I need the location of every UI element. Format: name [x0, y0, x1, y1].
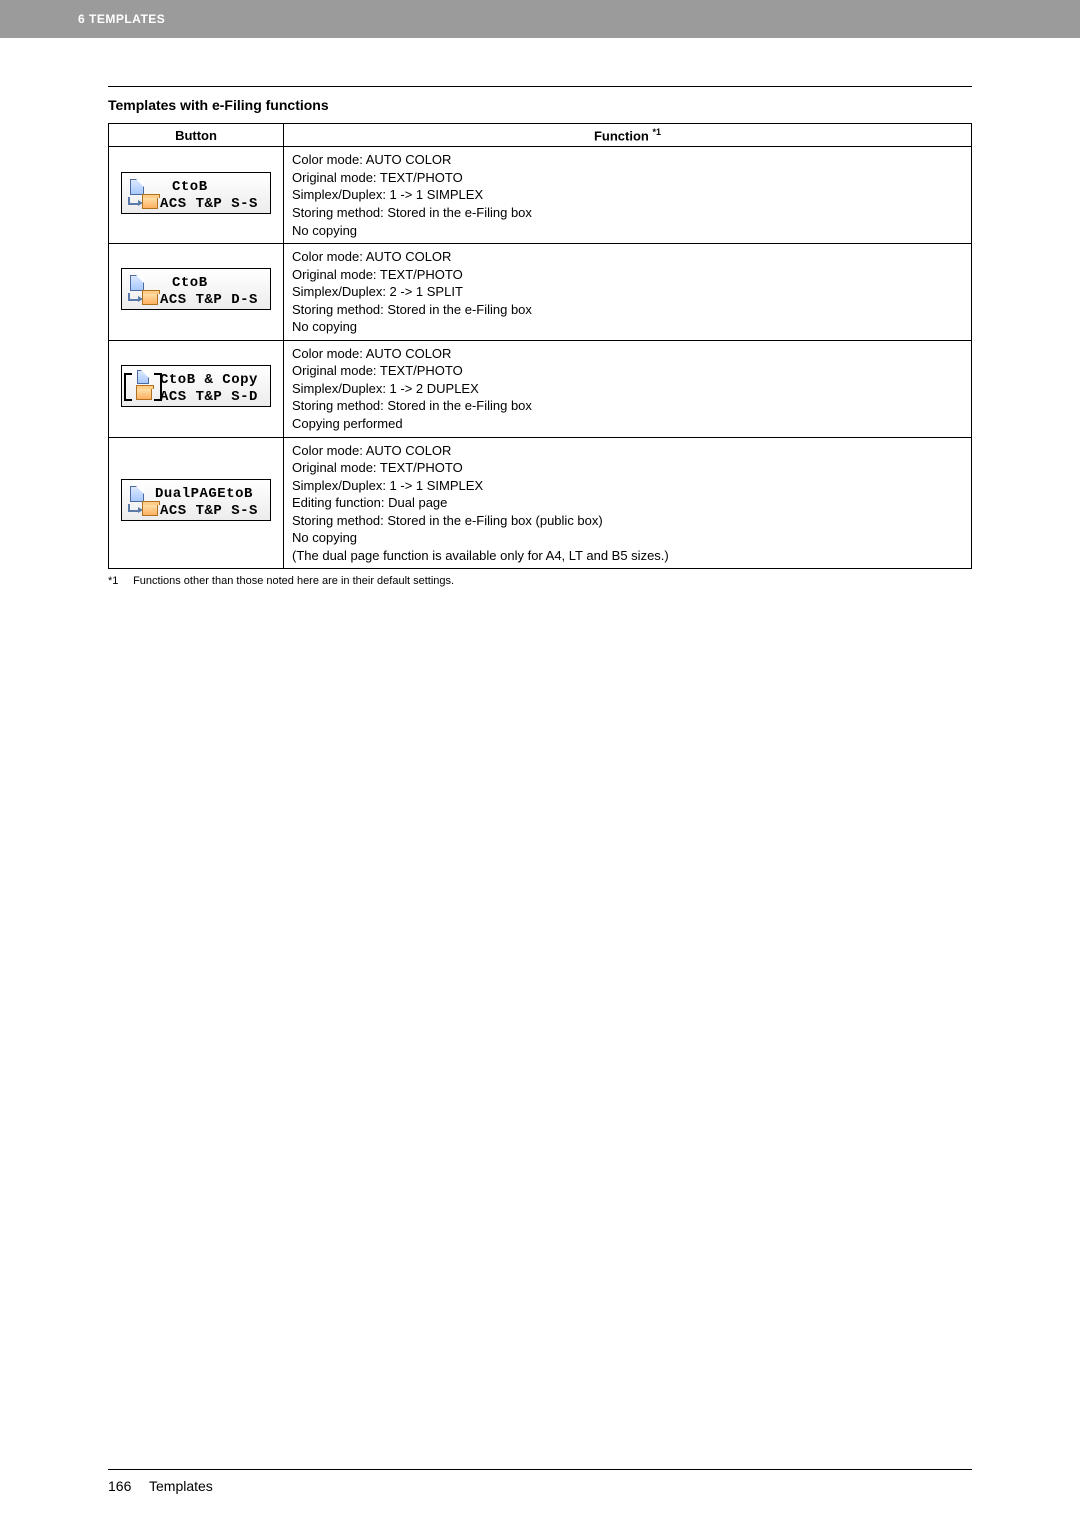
section-title: Templates with e-Filing functions	[108, 97, 972, 113]
template-button-line2: ACS T&P D-S	[160, 293, 258, 307]
template-button-line2: ACS T&P S-S	[160, 504, 258, 518]
footnote-mark: *1	[108, 575, 130, 587]
document-icon	[137, 370, 149, 384]
function-line: Copying performed	[292, 415, 963, 433]
button-cell: CtoB ACS T&P S-S	[109, 147, 284, 244]
table-row: CtoB ACS T&P D-S Color mode: AUTO COLOROri…	[109, 244, 972, 341]
template-button-line2: ACS T&P S-S	[160, 197, 258, 211]
template-icon-group	[126, 177, 156, 211]
function-line: Storing method: Stored in the e-Filing b…	[292, 397, 963, 415]
table-header-row: Button Function *1	[109, 124, 972, 147]
template-icon-group	[126, 484, 156, 518]
table-row: DualPAGEtoB ACS T&P S-S Color mode: AUTO C…	[109, 437, 972, 569]
box-icon	[142, 293, 158, 305]
function-cell: Color mode: AUTO COLOROriginal mode: TEX…	[284, 437, 972, 569]
col-header-function: Function *1	[284, 124, 972, 147]
box-icon	[142, 504, 158, 516]
function-line: Simplex/Duplex: 2 -> 1 SPLIT	[292, 283, 963, 301]
template-icon-group	[126, 370, 156, 404]
footnote: *1 Functions other than those noted here…	[108, 575, 972, 587]
function-line: Editing function: Dual page	[292, 494, 963, 512]
function-line: Original mode: TEXT/PHOTO	[292, 362, 963, 380]
templates-table: Button Function *1 CtoB ACS T&P S-S Color …	[108, 123, 972, 569]
table-row: CtoB & Copy ACS T&P S-D Color mode: AUTO C…	[109, 340, 972, 437]
document-icon	[130, 486, 144, 502]
template-button-line1: CtoB	[172, 180, 208, 194]
document-icon	[130, 275, 144, 291]
arrow-icon	[128, 504, 138, 512]
document-icon	[130, 179, 144, 195]
content-area: Templates with e-Filing functions Button…	[0, 38, 1080, 587]
template-button[interactable]: CtoB ACS T&P S-S	[121, 172, 271, 214]
box-icon	[142, 197, 158, 209]
arrow-icon	[128, 293, 138, 301]
col-header-button: Button	[109, 124, 284, 147]
function-line: No copying	[292, 529, 963, 547]
template-button[interactable]: CtoB & Copy ACS T&P S-D	[121, 365, 271, 407]
page-number: 166	[108, 1478, 131, 1494]
function-line: Original mode: TEXT/PHOTO	[292, 459, 963, 477]
function-line: Original mode: TEXT/PHOTO	[292, 169, 963, 187]
template-icon-group	[126, 273, 156, 307]
chapter-header-text: 6 TEMPLATES	[78, 12, 165, 26]
button-cell: CtoB & Copy ACS T&P S-D	[109, 340, 284, 437]
function-line: Storing method: Stored in the e-Filing b…	[292, 204, 963, 222]
function-line: Simplex/Duplex: 1 -> 1 SIMPLEX	[292, 477, 963, 495]
function-cell: Color mode: AUTO COLOROriginal mode: TEX…	[284, 340, 972, 437]
button-cell: CtoB ACS T&P D-S	[109, 244, 284, 341]
function-line: Simplex/Duplex: 1 -> 2 DUPLEX	[292, 380, 963, 398]
template-button[interactable]: CtoB ACS T&P D-S	[121, 268, 271, 310]
function-line: Storing method: Stored in the e-Filing b…	[292, 512, 963, 530]
footnote-text: Functions other than those noted here ar…	[133, 575, 454, 587]
function-line: Color mode: AUTO COLOR	[292, 248, 963, 266]
chapter-header-band: 6 TEMPLATES	[0, 0, 1080, 38]
function-line: Simplex/Duplex: 1 -> 1 SIMPLEX	[292, 186, 963, 204]
function-line: Color mode: AUTO COLOR	[292, 345, 963, 363]
function-line: (The dual page function is available onl…	[292, 547, 963, 565]
page-title: Templates	[149, 1478, 213, 1494]
template-button-line1: DualPAGEtoB	[155, 487, 253, 501]
function-line: No copying	[292, 222, 963, 240]
function-cell: Color mode: AUTO COLOROriginal mode: TEX…	[284, 147, 972, 244]
footer-rule	[108, 1469, 972, 1470]
footer-text: 166 Templates	[108, 1478, 972, 1494]
function-line: Color mode: AUTO COLOR	[292, 151, 963, 169]
function-cell: Color mode: AUTO COLOROriginal mode: TEX…	[284, 244, 972, 341]
page: 6 TEMPLATES Templates with e-Filing func…	[0, 0, 1080, 1528]
template-button-line1: CtoB & Copy	[160, 373, 258, 387]
function-line: Original mode: TEXT/PHOTO	[292, 266, 963, 284]
template-button-line2: ACS T&P S-D	[160, 390, 258, 404]
function-line: Storing method: Stored in the e-Filing b…	[292, 301, 963, 319]
button-cell: DualPAGEtoB ACS T&P S-S	[109, 437, 284, 569]
section-rule	[108, 86, 972, 87]
col-header-function-sup: *1	[652, 127, 661, 137]
bracket-icon	[124, 373, 132, 401]
page-footer: 166 Templates	[108, 1469, 972, 1494]
col-header-function-text: Function	[594, 128, 653, 143]
template-button[interactable]: DualPAGEtoB ACS T&P S-S	[121, 479, 271, 521]
template-button-line1: CtoB	[172, 276, 208, 290]
arrow-icon	[128, 197, 138, 205]
box-icon	[136, 388, 152, 400]
function-line: No copying	[292, 318, 963, 336]
function-line: Color mode: AUTO COLOR	[292, 442, 963, 460]
table-row: CtoB ACS T&P S-S Color mode: AUTO COLOROri…	[109, 147, 972, 244]
